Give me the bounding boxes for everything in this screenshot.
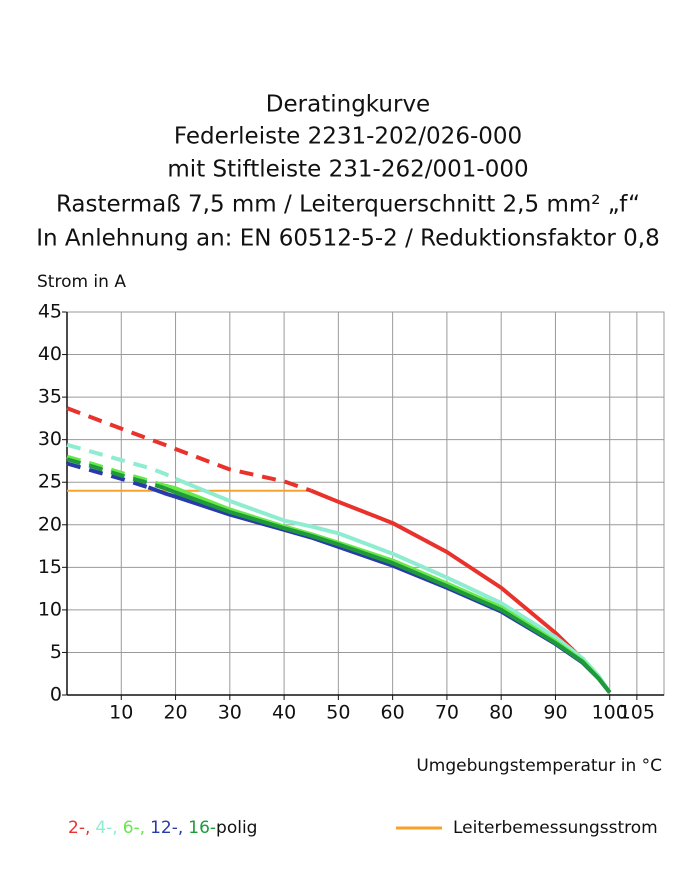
title-line: mit Stiftleiste 231-262/001-000 <box>167 157 528 183</box>
y-tick-label: 40 <box>38 343 62 365</box>
legend-entry: 2-, <box>68 818 90 838</box>
y-tick-label: 45 <box>38 301 62 323</box>
legend-suffix: polig <box>216 818 257 838</box>
x-axis-label: Umgebungstemperatur in °C <box>416 756 662 776</box>
legend-entry: 16- <box>188 818 216 838</box>
y-tick-label: 10 <box>38 598 62 620</box>
y-tick-label: 35 <box>38 386 62 408</box>
x-tick-label: 100 <box>592 702 628 724</box>
series-line-extrapolated <box>66 454 166 488</box>
legend-entry: 6-, <box>123 818 145 838</box>
legend-entry: 4-, <box>95 818 117 838</box>
title-line: In Anlehnung an: EN 60512-5-2 / Reduktio… <box>36 226 660 252</box>
y-tick-label: 5 <box>50 641 62 663</box>
y-tick-label: 0 <box>50 684 62 706</box>
series-line-extrapolated <box>66 442 177 481</box>
x-tick-label: 90 <box>543 702 567 724</box>
x-tick-label: 10 <box>109 702 133 724</box>
title-line: Federleiste 2231-202/026-000 <box>174 124 522 150</box>
x-tick-label: 70 <box>435 702 459 724</box>
y-tick-label: 20 <box>38 513 62 535</box>
series-line <box>163 486 612 694</box>
plot-frame <box>66 311 665 696</box>
x-tick-label: 20 <box>163 702 187 724</box>
x-tick-label: 50 <box>326 702 350 724</box>
x-tick-label: 80 <box>489 702 513 724</box>
series-line-extrapolated <box>66 406 312 493</box>
title-line: Rastermaß 7,5 mm / Leiterquerschnitt 2,5… <box>56 192 640 218</box>
y-tick-label: 25 <box>38 471 62 493</box>
x-tick-label: 40 <box>272 702 296 724</box>
y-tick-label: 30 <box>38 428 62 450</box>
series-line-extrapolated <box>66 457 166 491</box>
y-tick-label: 15 <box>38 556 62 578</box>
series-line-extrapolated <box>66 461 150 490</box>
x-tick-label: 105 <box>619 702 655 724</box>
legend-entry: Leiterbemessungsstrom <box>453 818 658 838</box>
legend: 2-, 4-, 6-, 12-, 16-polig <box>68 818 257 838</box>
x-tick-label: 30 <box>218 702 242 724</box>
y-axis-label: Strom in A <box>37 272 126 292</box>
legend-entry: 12-, <box>150 818 183 838</box>
title-line: Deratingkurve <box>266 92 430 118</box>
x-tick-label: 60 <box>381 702 405 724</box>
